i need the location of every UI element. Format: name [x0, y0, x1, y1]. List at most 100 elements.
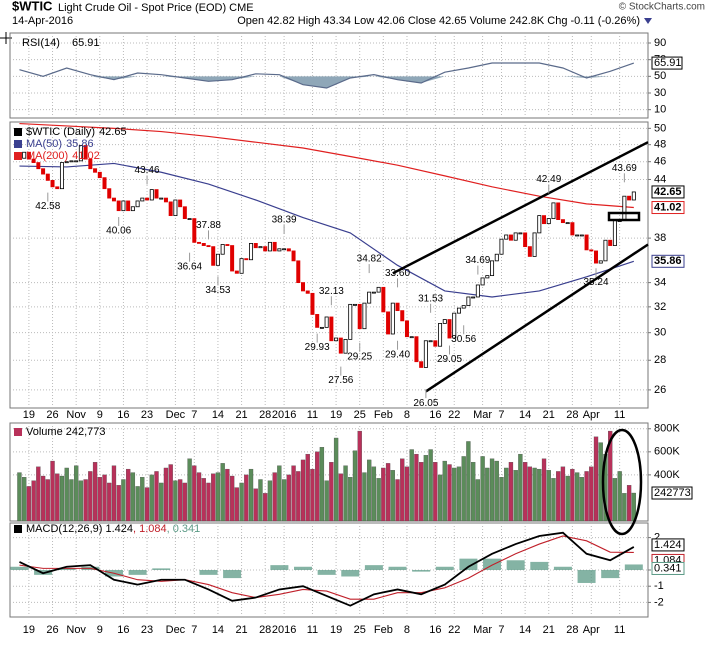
volume-bar	[154, 471, 159, 522]
volume-bar	[248, 468, 254, 522]
x-tick-label: 22	[448, 409, 460, 421]
volume-bar	[579, 477, 584, 522]
x-tick-label: 19	[23, 624, 35, 636]
candle	[627, 195, 632, 201]
candle	[485, 275, 490, 279]
x-tick-label: 9	[97, 409, 103, 421]
volume-bar	[234, 487, 239, 522]
highlight-box	[607, 211, 641, 222]
trendline	[425, 243, 649, 393]
macd-line	[19, 531, 635, 607]
volume-bar	[532, 467, 537, 522]
volume-bar	[130, 472, 136, 522]
volume-bar	[404, 466, 410, 522]
volume-bar	[437, 474, 443, 522]
volume-bar	[144, 487, 150, 522]
volume-bar	[83, 479, 88, 522]
candle	[319, 326, 324, 329]
volume-bar	[206, 482, 211, 522]
candle	[31, 158, 36, 163]
macd-histogram-bar	[341, 570, 360, 577]
volume-bar	[59, 475, 65, 522]
candle	[334, 337, 339, 342]
candle	[206, 245, 211, 248]
candle	[471, 296, 476, 299]
volume-bar	[244, 474, 249, 522]
annotation: 31.53	[418, 293, 443, 304]
candle	[83, 145, 88, 160]
legend-name: MA(200)	[26, 150, 68, 162]
candle	[277, 248, 282, 252]
volume-bar	[159, 482, 164, 522]
candle	[433, 340, 438, 347]
volume-bar	[116, 485, 121, 522]
value-box	[651, 201, 685, 215]
annotation: 34.69	[465, 255, 490, 266]
volume-bar	[480, 456, 485, 522]
volume-bar	[220, 463, 225, 522]
legend-value: 41.02	[72, 150, 100, 162]
candle	[452, 312, 457, 339]
volume-bar	[315, 451, 320, 522]
volume-bar	[452, 467, 457, 522]
volume-bar	[187, 458, 192, 522]
candle	[263, 246, 268, 252]
volume-bar	[333, 437, 339, 522]
candle	[97, 171, 102, 179]
volume-bar	[168, 464, 173, 522]
annotation: 42.49	[536, 174, 561, 185]
volume-bar	[589, 466, 594, 522]
dropdown-icon[interactable]	[644, 18, 652, 24]
volume-bar	[149, 474, 154, 522]
volume-bar	[324, 480, 329, 522]
x-tick-label: 7	[191, 624, 197, 636]
macd-histogram-bar	[601, 570, 620, 579]
volume-bar	[593, 436, 599, 522]
y-tick-label: 400K	[654, 469, 680, 481]
y-tick-label: 44	[654, 173, 666, 185]
candle	[523, 232, 528, 248]
candle	[130, 206, 135, 212]
volume-bar	[111, 465, 117, 522]
x-tick-label: Mar	[473, 409, 492, 421]
candle	[598, 260, 603, 264]
candle	[102, 177, 107, 190]
y-tick-label: 10	[654, 104, 666, 116]
x-tick-label: 21	[235, 409, 247, 421]
x-tick-label: 19	[23, 409, 35, 421]
panel-frame	[9, 32, 649, 119]
volume-bar	[518, 453, 523, 522]
x-tick-label: Dec	[166, 409, 186, 421]
volume-bar	[140, 477, 145, 522]
volume-bar	[45, 479, 50, 522]
x-tick-label: 7	[498, 624, 504, 636]
y-tick-label: 600K	[654, 446, 680, 458]
volume-bar	[612, 478, 618, 522]
y-tick-label: 48	[654, 139, 666, 151]
y-tick-label: 800K	[654, 423, 680, 435]
quote: Open 42.82 High 43.34 Low 42.06 Close 42…	[237, 15, 640, 27]
candle	[126, 200, 131, 212]
volume-bar	[527, 466, 533, 522]
candle	[556, 202, 561, 221]
macd-histogram-bar	[483, 558, 502, 570]
y-tick-label: 50	[654, 70, 666, 82]
x-tick-label: 19	[330, 624, 342, 636]
volume-bar	[343, 465, 348, 522]
value-box	[651, 538, 685, 552]
macd-histogram-bar	[294, 566, 313, 570]
volume-bar	[442, 460, 447, 522]
symbol: $WTIC	[12, 0, 53, 13]
candle	[305, 290, 310, 294]
x-tick-label: 2016	[272, 409, 296, 421]
candle	[423, 340, 428, 368]
volume-bar	[390, 470, 395, 522]
volume-bar	[215, 472, 221, 522]
candle	[145, 197, 150, 201]
macd-histogram-bar	[199, 570, 218, 575]
volume-bar	[22, 477, 27, 522]
candle	[93, 168, 98, 173]
value-box	[651, 254, 685, 268]
legend-entry: MA(50) 35.86	[26, 138, 94, 150]
macd-histogram-bar	[388, 566, 407, 570]
